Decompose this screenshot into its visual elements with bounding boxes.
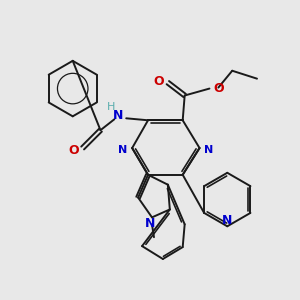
Text: N: N [113, 109, 124, 122]
Text: H: H [107, 102, 116, 112]
Text: N: N [118, 145, 127, 155]
Text: N: N [205, 145, 214, 155]
Text: O: O [153, 75, 164, 88]
Text: O: O [68, 143, 79, 157]
Text: N: N [145, 217, 155, 230]
Text: N: N [222, 214, 232, 227]
Text: O: O [213, 82, 224, 95]
